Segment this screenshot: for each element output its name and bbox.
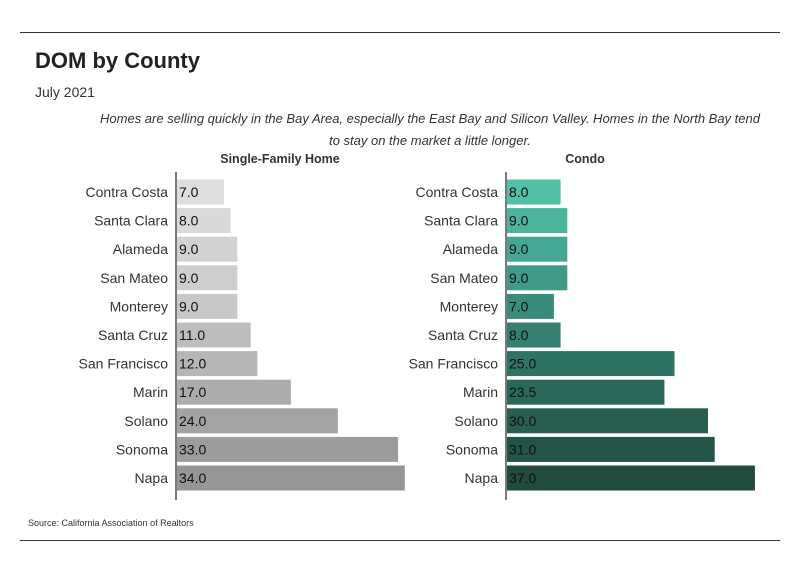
bar-sfh <box>177 293 238 319</box>
bar-sfh <box>177 208 231 234</box>
bar-condo <box>507 436 715 462</box>
panel-title-sfh: Single-Family Home <box>220 152 340 166</box>
category-label: Monterey <box>440 298 498 314</box>
value-label: 33.0 <box>179 441 206 457</box>
chart-title: DOM by County <box>35 48 200 73</box>
bar-condo <box>507 351 675 377</box>
panel-title-condo: Condo <box>565 152 605 166</box>
bar-condo <box>507 322 561 348</box>
category-label: Sonoma <box>116 441 168 457</box>
value-label: 7.0 <box>509 298 529 314</box>
category-label: Santa Clara <box>424 213 498 229</box>
bar-sfh <box>177 179 224 205</box>
bar-condo <box>507 465 755 491</box>
value-label: 34.0 <box>179 470 206 486</box>
category-label: Monterey <box>110 298 168 314</box>
bar-condo <box>507 179 561 205</box>
category-label: San Francisco <box>409 356 499 372</box>
category-label: Marin <box>133 384 168 400</box>
category-label: Alameda <box>113 241 168 257</box>
value-label: 8.0 <box>509 327 529 343</box>
category-label: Santa Cruz <box>428 327 498 343</box>
value-label: 7.0 <box>179 184 199 200</box>
value-label: 9.0 <box>179 270 199 286</box>
value-label: 11.0 <box>179 327 205 343</box>
value-label: 17.0 <box>179 384 206 400</box>
bar-sfh <box>177 408 338 434</box>
chart-subtitle: July 2021 <box>35 84 95 100</box>
category-label: Santa Cruz <box>98 327 168 343</box>
chart-description: Homes are selling quickly in the Bay Are… <box>100 111 760 148</box>
bar-condo <box>507 265 568 291</box>
bar-sfh <box>177 322 251 348</box>
bottom-rule <box>20 540 780 541</box>
value-label: 31.0 <box>509 441 536 457</box>
value-label: 24.0 <box>179 413 206 429</box>
bar-condo <box>507 293 554 319</box>
bar-sfh <box>177 379 291 405</box>
category-label: Napa <box>465 470 499 486</box>
category-label: Solano <box>124 413 168 429</box>
value-label: 9.0 <box>179 241 199 257</box>
value-label: 37.0 <box>509 470 536 486</box>
category-label: San Francisco <box>79 356 169 372</box>
value-label: 12.0 <box>179 356 206 372</box>
source-note: Source: California Association of Realto… <box>28 518 194 528</box>
top-rule <box>20 32 780 33</box>
bar-sfh <box>177 236 238 262</box>
value-label: 9.0 <box>509 270 529 286</box>
value-label: 8.0 <box>179 213 199 229</box>
bar-condo <box>507 379 665 405</box>
bar-sfh <box>177 436 399 462</box>
bar-condo <box>507 408 708 434</box>
category-label: Napa <box>135 470 169 486</box>
panel-condo: Condo Contra Costa 8.0 Santa Clara 9.0 Alamed… <box>409 152 755 500</box>
value-label: 9.0 <box>509 213 529 229</box>
value-label: 25.0 <box>509 356 536 372</box>
bar-sfh <box>177 465 405 491</box>
value-label: 9.0 <box>509 241 529 257</box>
category-label: Alameda <box>443 241 498 257</box>
category-label: Marin <box>463 384 498 400</box>
value-label: 8.0 <box>509 184 529 200</box>
panel-sfh: Single-Family Home Contra Costa 7.0 Santa C… <box>79 152 405 500</box>
category-label: Contra Costa <box>416 184 499 200</box>
value-label: 30.0 <box>509 413 536 429</box>
bar-sfh <box>177 351 258 377</box>
value-label: 23.5 <box>509 384 536 400</box>
bar-condo <box>507 236 568 262</box>
category-label: San Mateo <box>430 270 498 286</box>
category-label: San Mateo <box>100 270 168 286</box>
bar-condo <box>507 208 568 234</box>
value-label: 9.0 <box>179 298 199 314</box>
category-label: Sonoma <box>446 441 498 457</box>
bar-sfh <box>177 265 238 291</box>
category-label: Contra Costa <box>86 184 169 200</box>
category-label: Santa Clara <box>94 213 168 229</box>
category-label: Solano <box>454 413 498 429</box>
